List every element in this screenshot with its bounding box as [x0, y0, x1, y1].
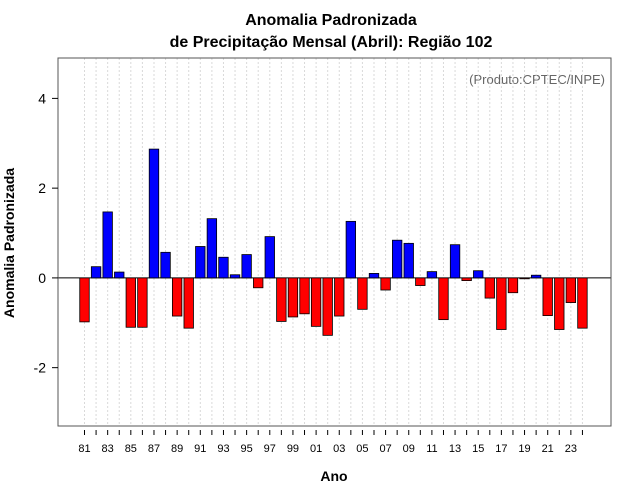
- x-tick-label: 05: [356, 443, 368, 455]
- x-tick-label: 23: [565, 443, 577, 455]
- x-tick-label: 01: [310, 443, 322, 455]
- bar-layer: [79, 148, 588, 336]
- bar-87: [148, 148, 160, 279]
- bar-88: [160, 251, 171, 279]
- axis-layer: -2 0 2 4 81 83 85 87 89 91 93 95 97 99 01 03 05 07 09 11 13 1…: [34, 90, 583, 455]
- x-tick-label: 85: [125, 443, 137, 455]
- bar-23: [565, 277, 577, 303]
- bar-10: [415, 277, 426, 286]
- bar-00: [299, 277, 310, 315]
- x-tick-label: 83: [102, 443, 114, 455]
- x-tick-label: 19: [518, 443, 530, 455]
- y-axis-title: Anomalia Padronizada: [1, 168, 17, 318]
- bar-24: [577, 277, 588, 329]
- bar-95: [241, 254, 252, 279]
- bar-81: [79, 277, 90, 323]
- bar-12: [438, 277, 449, 321]
- bar-97: [264, 236, 275, 279]
- x-tick-label: 07: [379, 443, 391, 455]
- bar-06: [368, 273, 380, 279]
- plot-frame: [57, 57, 612, 427]
- x-tick-label: 11: [426, 443, 437, 455]
- bar-16: [484, 277, 495, 299]
- x-tick-label: 09: [403, 443, 415, 455]
- x-tick-label: 03: [333, 443, 345, 455]
- bar-05: [357, 277, 368, 310]
- bar-92: [206, 218, 218, 279]
- bar-83: [102, 211, 113, 279]
- bar-99: [287, 277, 299, 318]
- x-tick-label: 91: [194, 443, 206, 455]
- x-tick-label: 21: [542, 443, 554, 455]
- x-tick-label: 13: [449, 443, 461, 455]
- bar-91: [195, 246, 206, 279]
- y-tick-label: -2: [34, 360, 47, 376]
- y-tick-label: 4: [38, 90, 46, 106]
- bar-14: [461, 277, 472, 281]
- x-tick-label: 15: [472, 443, 484, 455]
- bar-15: [473, 270, 484, 279]
- bar-18: [507, 277, 519, 294]
- bar-20: [530, 274, 542, 279]
- bar-93: [218, 256, 229, 279]
- bar-13: [449, 244, 461, 279]
- bar-89: [171, 277, 183, 317]
- bar-11: [426, 271, 438, 279]
- bar-84: [114, 271, 125, 279]
- bar-94: [229, 274, 241, 279]
- bar-01: [310, 277, 322, 327]
- bar-98: [276, 277, 287, 322]
- bar-90: [183, 277, 194, 329]
- bar-17: [496, 277, 507, 330]
- x-tick-label: 81: [78, 443, 90, 455]
- bar-04: [345, 220, 356, 279]
- bar-19: [519, 277, 530, 280]
- chart-subtitle: de Precipitação Mensal (Abril): Região 1…: [170, 34, 493, 51]
- bar-86: [137, 277, 148, 328]
- bar-02: [322, 277, 333, 336]
- bar-85: [125, 277, 136, 328]
- bar-21: [542, 277, 553, 316]
- x-tick-label: 17: [495, 443, 507, 455]
- bar-03: [334, 277, 345, 317]
- x-tick-label: 97: [264, 443, 276, 455]
- bar-82: [90, 266, 102, 279]
- bar-07: [380, 277, 391, 291]
- y-tick-label: 2: [38, 180, 46, 196]
- x-tick-label: 95: [240, 443, 252, 455]
- grid-layer: [84, 58, 583, 426]
- x-tick-label: 93: [217, 443, 229, 455]
- bar-96: [253, 277, 264, 289]
- x-tick-label: 99: [287, 443, 299, 455]
- y-tick-label: 0: [38, 270, 46, 286]
- x-axis-title: Ano: [320, 468, 347, 484]
- x-tick-label: 87: [148, 443, 160, 455]
- chart-title: Anomalia Padronizada: [245, 12, 417, 29]
- bar-09: [403, 242, 414, 279]
- bar-22: [554, 277, 565, 330]
- bar-08: [392, 239, 403, 279]
- x-tick-label: 89: [171, 443, 183, 455]
